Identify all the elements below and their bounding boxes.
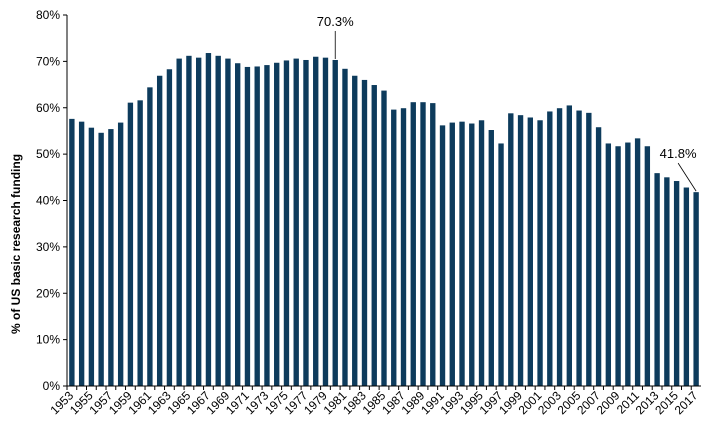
bar-1963 [166, 69, 173, 386]
bar-1986 [391, 109, 397, 386]
bar-2013 [654, 173, 660, 386]
bar-1974 [274, 62, 280, 387]
y-tick-label: 30% [36, 240, 60, 254]
bar-1991 [439, 125, 446, 386]
bar-2015 [673, 181, 680, 386]
bar-1971 [244, 66, 251, 386]
y-tick-label: 10% [36, 333, 60, 347]
bar-1987 [400, 108, 407, 387]
bar-1973 [264, 65, 270, 387]
y-axis: 0% 10% 20% 30% 40% 50% 60% 70% 80% [36, 8, 67, 393]
annotations: 70.3% 41.8% [317, 14, 697, 192]
bar-2012 [644, 146, 651, 386]
annotation-leader [677, 162, 697, 192]
bar-2004 [566, 105, 573, 387]
bar-1966 [195, 57, 202, 386]
bar-1968 [215, 55, 221, 387]
bar-1997 [498, 143, 504, 386]
bar-1988 [410, 102, 416, 386]
bar-1976 [293, 58, 299, 386]
bar-1967 [205, 53, 212, 387]
x-axis: 1953195519571959196119631965196719691971… [47, 386, 701, 417]
bar-1970 [235, 63, 241, 386]
bar-2014 [664, 177, 670, 386]
bar-2007 [595, 127, 602, 386]
bar-1979 [322, 57, 329, 386]
bar-1981 [342, 68, 348, 387]
bar-1958 [117, 122, 124, 386]
bar-1994 [469, 123, 475, 386]
bar-2003 [556, 108, 563, 387]
bar-1999 [517, 115, 524, 387]
bar-2009 [615, 146, 621, 386]
y-tick-label: 50% [36, 147, 60, 161]
bar-1972 [254, 66, 260, 386]
bar-1980 [332, 59, 338, 386]
bar-1956 [98, 132, 104, 386]
bar-1996 [488, 130, 494, 386]
bar-1953 [69, 118, 75, 386]
bar-2005 [576, 110, 582, 386]
bar-1962 [156, 75, 163, 386]
bar-1993 [459, 121, 465, 386]
bar-1955 [88, 127, 95, 386]
bars [69, 53, 699, 387]
bar-1969 [225, 58, 231, 386]
bar-2011 [634, 138, 641, 386]
bar-1978 [313, 56, 319, 387]
bar-1985 [381, 90, 387, 386]
bar-2000 [527, 117, 533, 387]
bar-2010 [625, 142, 631, 386]
axes [66, 15, 701, 387]
x-tick-label: 2017 [672, 388, 701, 417]
annotation-label: 70.3% [317, 14, 354, 29]
bar-1977 [303, 59, 309, 386]
bar-2016 [683, 187, 690, 386]
bar-1982 [352, 75, 358, 386]
bar-1975 [283, 60, 290, 386]
y-tick-label: 0% [43, 379, 61, 393]
y-axis-label: % of US basic research funding [9, 154, 23, 334]
bar-2017 [693, 192, 699, 386]
y-tick-label: 70% [36, 54, 60, 68]
bar-1990 [430, 103, 436, 387]
bar-1983 [361, 79, 368, 387]
bar-2006 [586, 112, 592, 386]
bar-1957 [108, 129, 114, 386]
bar-1989 [420, 102, 426, 386]
bar-1959 [127, 102, 134, 387]
bar-1960 [137, 100, 143, 386]
y-tick-label: 20% [36, 286, 60, 300]
bar-1998 [508, 113, 514, 386]
bar-1984 [371, 85, 377, 387]
y-tick-label: 40% [36, 194, 60, 208]
bar-2001 [537, 120, 543, 387]
y-tick-label: 80% [36, 8, 60, 22]
bar-1961 [147, 87, 153, 386]
bar-1992 [449, 122, 455, 386]
bar-1965 [186, 55, 192, 387]
bar-1964 [176, 58, 182, 386]
annotation-label: 41.8% [660, 146, 697, 161]
bar-2002 [547, 111, 553, 387]
bar-2008 [605, 143, 612, 386]
y-tick-label: 60% [36, 101, 60, 115]
bar-1995 [478, 120, 485, 387]
bar-1954 [78, 121, 85, 386]
